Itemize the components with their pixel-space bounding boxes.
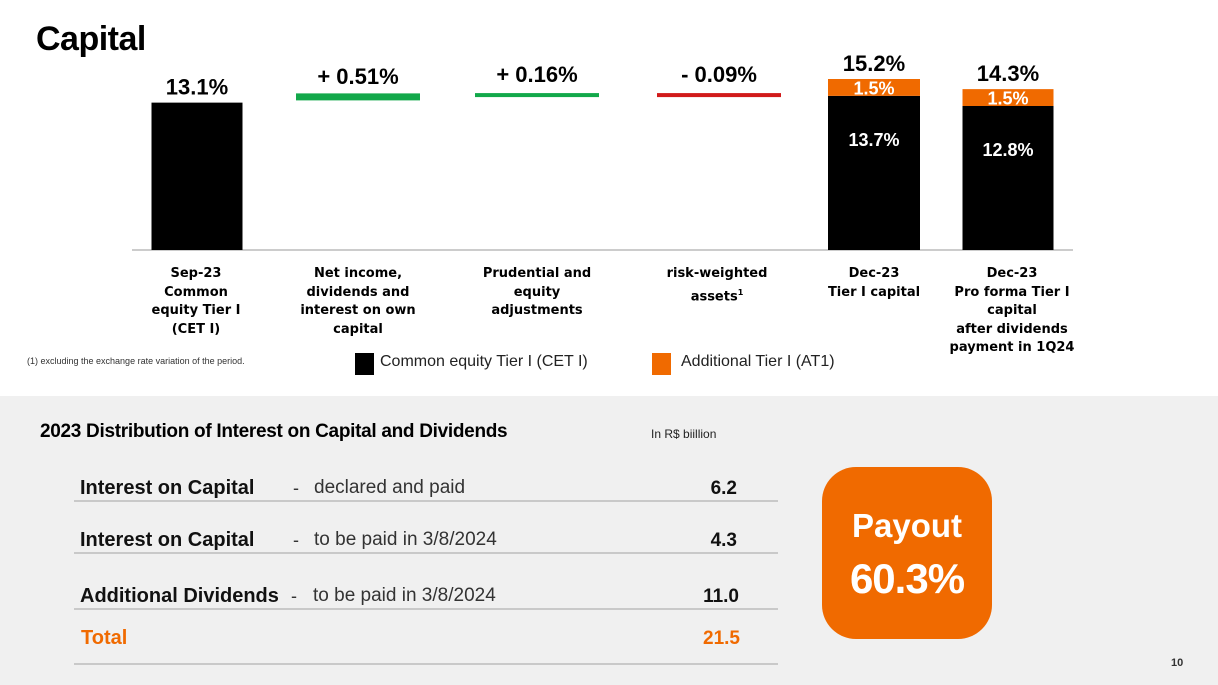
row-divider xyxy=(74,663,778,665)
bar-cet1 xyxy=(151,102,243,250)
row-divider xyxy=(74,500,778,502)
dist-row-dash: - xyxy=(293,530,299,550)
change-label: - 0.09% xyxy=(681,62,757,87)
dist-row-value: 6.2 xyxy=(710,478,737,499)
dist-row-label: Interest on Capital xyxy=(80,529,255,551)
change-label: + 0.51% xyxy=(317,64,398,89)
category-label-dec23-proforma: Dec-23 Pro forma Tier I capital after di… xyxy=(949,266,1075,355)
payout-badge: Payout 60.3% xyxy=(822,467,992,639)
dist-row-desc: to be paid in 3/8/2024 xyxy=(313,585,496,606)
category-label-rwa-text: risk-weighted assets xyxy=(666,266,768,304)
distribution-title: 2023 Distribution of Interest on Capital… xyxy=(40,421,508,442)
row-divider xyxy=(74,608,778,610)
bar-total-label: 15.2% xyxy=(843,51,905,76)
category-label-dec23-tier1: Dec-23 Tier I capital xyxy=(827,266,921,300)
category-label-prudential: Prudential and equity adjustments xyxy=(482,266,592,318)
category-label-rwa: risk-weighted assets1 xyxy=(642,265,792,306)
legend-swatch-at1 xyxy=(652,353,671,375)
dist-row-desc: to be paid in 3/8/2024 xyxy=(314,529,497,550)
capital-waterfall-chart: 13.1% 1.5%13.7%15.2%1.5%12.8%14.3%+ 0.51%… xyxy=(132,51,1073,251)
footnote: (1) excluding the exchange rate variatio… xyxy=(27,356,245,366)
unit-note: In R$ biillion xyxy=(651,427,717,441)
bar-at1 xyxy=(828,79,920,96)
dist-row-label: Additional Dividends xyxy=(80,585,279,607)
dist-row-dash: - xyxy=(293,478,299,498)
dist-row-desc: declared and paid xyxy=(314,477,466,498)
payout-value: 60.3% xyxy=(849,555,965,602)
row-divider xyxy=(74,552,778,554)
bar-total-label: 13.1% xyxy=(166,75,228,100)
page-title: Capital xyxy=(36,20,146,58)
category-label-net-income: Net income, dividends and interest on ow… xyxy=(300,266,416,337)
total-value: 21.5 xyxy=(703,628,740,649)
bar-label-cet1: 13.7% xyxy=(848,130,899,150)
category-label-sep23: Sep-23 Common equity Tier I (CET I) xyxy=(151,266,241,337)
page-number: 10 xyxy=(1171,657,1184,669)
dist-row-label: Interest on Capital xyxy=(80,477,255,499)
change-marker xyxy=(657,93,781,98)
legend-swatch-cet1 xyxy=(355,353,374,375)
change-label: + 0.16% xyxy=(496,62,577,87)
footnote-marker: 1 xyxy=(737,287,744,297)
legend-label-cet1: Common equity Tier I (CET I) xyxy=(380,353,588,370)
bar-label-at1: 1.5% xyxy=(987,89,1028,109)
dist-row-dash: - xyxy=(291,586,297,606)
distribution-panel xyxy=(0,396,1218,685)
bar-cet1 xyxy=(828,95,920,250)
bar-cet1 xyxy=(962,106,1054,250)
bar-label-cet1: 12.8% xyxy=(982,140,1033,160)
payout-title: Payout xyxy=(851,507,963,544)
bar-total-label: 14.3% xyxy=(977,61,1039,86)
total-label: Total xyxy=(81,627,128,649)
bar-at1 xyxy=(962,89,1054,106)
dist-row-value: 11.0 xyxy=(703,586,739,607)
change-marker xyxy=(296,93,420,101)
bar-label-at1: 1.5% xyxy=(853,78,894,98)
dist-row-value: 4.3 xyxy=(710,530,737,551)
legend-label-at1: Additional Tier I (AT1) xyxy=(681,353,835,370)
change-marker xyxy=(475,93,599,98)
